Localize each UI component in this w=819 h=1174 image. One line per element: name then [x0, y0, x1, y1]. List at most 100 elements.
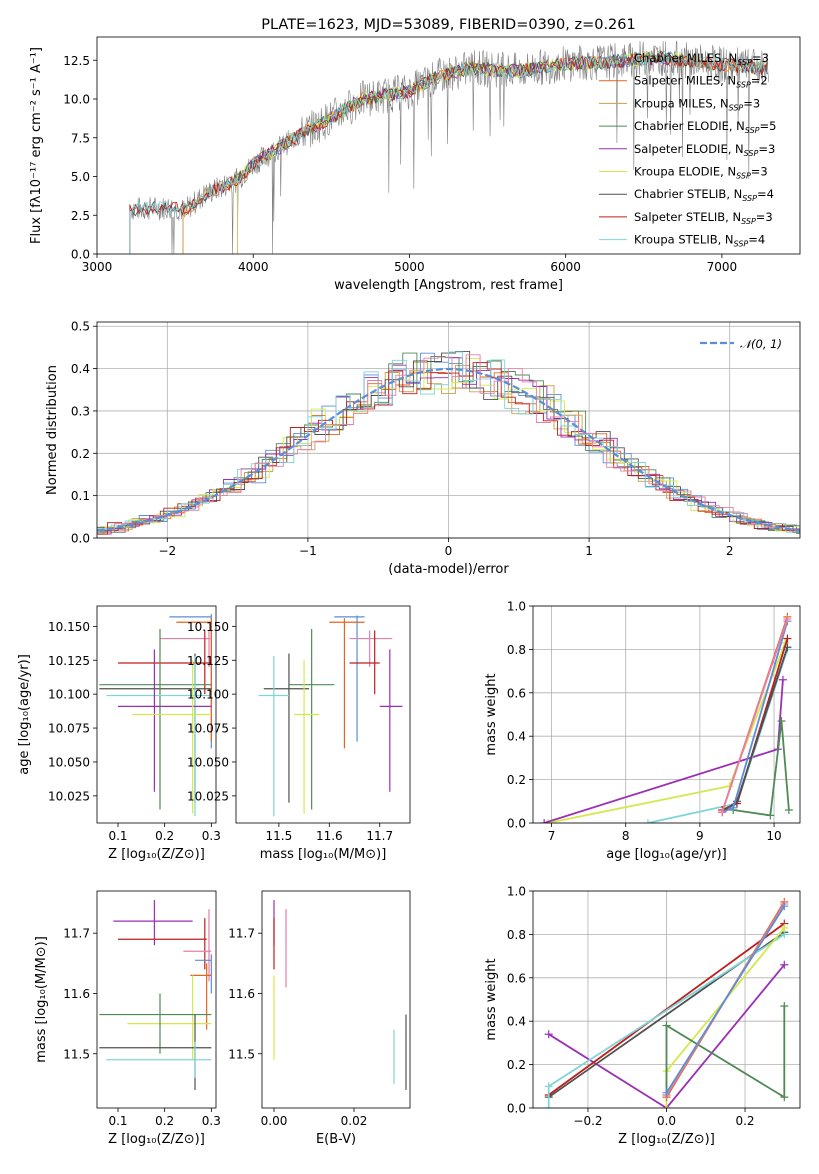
age_vs_mass-plot-area [259, 615, 403, 816]
y-axis-label: mass [log₁₀(M/M⊙)] [34, 936, 49, 1063]
x-tick-label: 0.2 [155, 829, 174, 843]
x-tick-label: 2 [726, 544, 734, 558]
series-marker [545, 1030, 553, 1038]
legend-label-text: Kroupa STELIB, N [634, 233, 734, 247]
y-tick-label: 10.100 [187, 688, 229, 702]
y-tick-label: 10.025 [48, 789, 90, 803]
legend-label-suffix: =3 [758, 142, 775, 156]
x-tick-label: 6000 [550, 260, 581, 274]
series-marker [780, 1002, 788, 1010]
y-tick-label: 10.025 [187, 789, 229, 803]
chart-title: PLATE=1623, MJD=53089, FIBERID=0390, z=0… [261, 17, 635, 33]
y-axis-label: Flux [fλ10⁻¹⁷ erg cm⁻² s⁻¹ A⁻¹] [29, 47, 44, 244]
mass_vs_Z-frame [97, 891, 216, 1108]
x-tick-label: 0.3 [202, 1114, 221, 1128]
model-line-chabrier-elodie [238, 53, 690, 254]
y-tick-label: 0.1 [71, 489, 90, 503]
legend-label-sub: SSP [742, 194, 757, 203]
legend-label-text: Chabrier ELODIE, N [634, 119, 745, 133]
y-axis-label: mass weight [484, 958, 499, 1040]
legend-label: Kroupa ELODIE, NSSP=3 [634, 165, 768, 181]
x-tick-label: 8 [622, 829, 630, 843]
x-tick-label: 0.3 [202, 829, 221, 843]
x-tick-label: 11.6 [316, 829, 343, 843]
x-tick-label: 11.7 [366, 829, 393, 843]
y-tick-label: 11.5 [228, 1047, 255, 1061]
y-tick-label: 0.4 [507, 1015, 526, 1029]
x-axis-label: Z [log₁₀(Z/Z⊙)] [108, 847, 205, 862]
series-marker [785, 806, 793, 814]
legend-label-normal: 𝒩(0, 1) [740, 337, 782, 351]
series-marker [766, 811, 774, 819]
legend-label-sub: SSP [744, 149, 759, 158]
legend-label-text: Salpeter ELODIE, N [634, 142, 744, 156]
series-marker [783, 615, 791, 623]
legend-label-text: Salpeter STELIB, N [634, 210, 741, 224]
legend-label-suffix: =3 [743, 96, 760, 110]
y-tick-label: 0.6 [507, 686, 526, 700]
x-axis-label: age [log₁₀(age/yr)] [606, 847, 727, 862]
y-tick-label: 0.3 [71, 404, 90, 418]
legend-label-suffix: =4 [748, 233, 765, 247]
x-tick-label: 0.00 [261, 1114, 288, 1128]
residuals-plot-area [83, 351, 819, 536]
y-tick-label: 10.075 [48, 722, 90, 736]
series-line-kroupa-elodie [667, 928, 785, 1108]
age_vs_Z-plot-area [99, 614, 211, 816]
y-tick-label: 1.0 [507, 600, 526, 614]
y-tick-label: 0.0 [71, 248, 90, 262]
legend-label-text: Kroupa MILES, N [634, 96, 729, 110]
series-marker [777, 717, 785, 725]
x-tick-label: 10 [766, 829, 781, 843]
x-axis-label: wavelength [Angstrom, rest frame] [334, 278, 563, 293]
legend-label: Salpeter ELODIE, NSSP=3 [634, 142, 775, 158]
legend-label-sub: SSP [729, 103, 744, 112]
x-tick-label: 0.2 [735, 1114, 754, 1128]
x-tick-label: 0.2 [155, 1114, 174, 1128]
legend-label-text: Chabrier STELIB, N [634, 187, 742, 201]
y-tick-label: 0.2 [507, 1058, 526, 1072]
x-axis-label: Z [log₁₀(Z/Z⊙)] [108, 1132, 205, 1147]
x-tick-label: 7 [548, 829, 556, 843]
y-tick-label: 10.050 [48, 755, 90, 769]
series-line-chabrier-elodie [733, 721, 789, 815]
model-line-salpeter-elodie [238, 51, 690, 254]
y-tick-label: 10.0 [63, 93, 90, 107]
y-tick-label: 10.125 [187, 654, 229, 668]
x-tick-label: 0.02 [341, 1114, 368, 1128]
legend-label: Chabrier MILES, NSSP=3 [634, 51, 769, 67]
legend-label-suffix: =2 [751, 74, 768, 88]
legend-label-sub: SSP [741, 217, 756, 226]
legend-label-suffix: =3 [752, 51, 769, 65]
legend-label-suffix: =5 [760, 119, 777, 133]
legend-label-sub: SSP [734, 240, 749, 249]
y-axis-label: Normed distribution [45, 365, 60, 495]
legend-label-suffix: =4 [757, 187, 774, 201]
legend-label: Chabrier ELODIE, NSSP=5 [634, 119, 776, 135]
y-tick-label: 11.6 [228, 987, 255, 1001]
legend-label: Salpeter MILES, NSSP=2 [634, 74, 768, 90]
weight_vs_age-plot-area [540, 613, 793, 827]
y-tick-label: 5.0 [71, 170, 90, 184]
x-tick-label: 0.1 [108, 1114, 127, 1128]
y-tick-label: 11.6 [63, 987, 90, 1001]
y-tick-label: 10.150 [187, 620, 229, 634]
y-axis-label: mass weight [484, 673, 499, 755]
y-tick-label: 0.8 [507, 643, 526, 657]
series-marker [780, 1093, 788, 1101]
y-tick-label: 0.5 [71, 320, 90, 334]
x-axis-label: (data-model)/error [388, 562, 509, 577]
x-axis-label: Z [log₁₀(Z/Z⊙)] [618, 1132, 715, 1147]
y-tick-label: 0.0 [71, 532, 90, 546]
y-tick-label: 11.7 [228, 927, 255, 941]
x-tick-label: 7000 [707, 260, 738, 274]
x-axis-label: mass [log₁₀(M/M⊙)] [260, 847, 387, 862]
x-tick-label: −2 [158, 544, 176, 558]
y-tick-label: 12.5 [63, 54, 90, 68]
x-tick-label: 0 [445, 544, 453, 558]
legend-label-sub: SSP [736, 81, 751, 90]
y-tick-label: 7.5 [71, 131, 90, 145]
x-tick-label: 11.5 [266, 829, 293, 843]
